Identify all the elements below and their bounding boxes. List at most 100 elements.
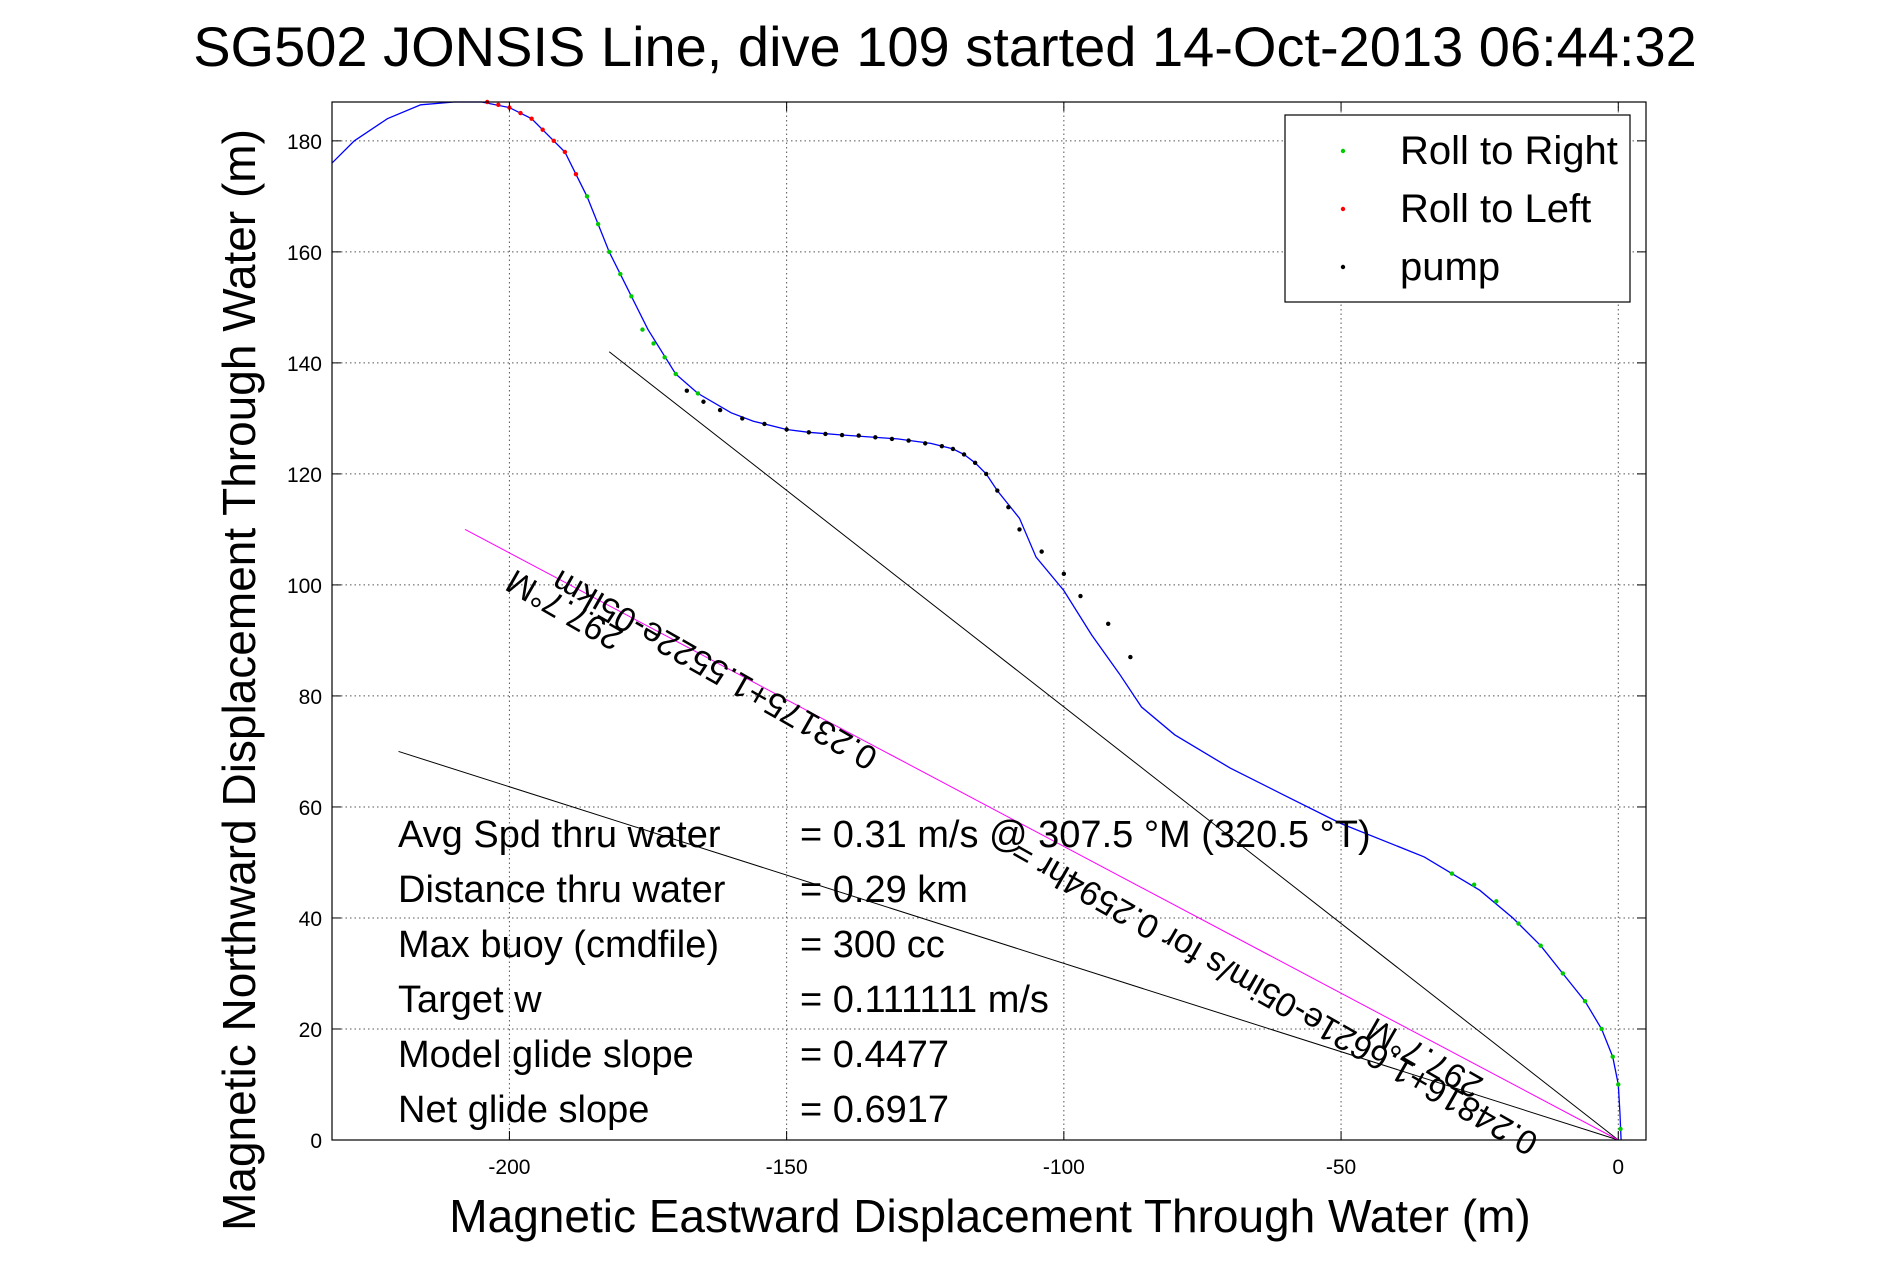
legend-marker-roll-left bbox=[1340, 206, 1346, 212]
pump-point bbox=[1106, 621, 1111, 626]
pump-point bbox=[961, 452, 967, 457]
roll-right-point bbox=[1494, 899, 1499, 904]
track-line bbox=[331, 101, 1622, 1141]
stat-value: = 0.4477 bbox=[800, 1034, 949, 1076]
roll-left-point bbox=[540, 127, 545, 132]
legend-label-pump: pump bbox=[1400, 245, 1500, 289]
roll-right-point bbox=[584, 194, 590, 199]
y-tick-label: 20 bbox=[299, 1019, 322, 1042]
y-tick-label: 80 bbox=[299, 686, 322, 709]
pump-point bbox=[939, 443, 945, 449]
y-tick-label: 100 bbox=[287, 575, 322, 598]
pump-point bbox=[839, 432, 845, 438]
pump-point bbox=[762, 421, 767, 427]
roll-right-point bbox=[1618, 1126, 1623, 1132]
pump-point bbox=[856, 433, 861, 438]
roll-right-point bbox=[1582, 999, 1588, 1004]
pump-point bbox=[1078, 593, 1083, 599]
y-tick-label: 0 bbox=[310, 1130, 322, 1153]
stat-value: = 0.29 km bbox=[800, 869, 968, 911]
pump-point bbox=[923, 441, 928, 446]
pump-point bbox=[950, 446, 956, 452]
pump-point bbox=[972, 460, 978, 466]
pump-point bbox=[889, 436, 895, 442]
roll-right-point bbox=[607, 249, 612, 255]
x-tick-label: -200 bbox=[488, 1156, 530, 1179]
pump-point bbox=[1017, 527, 1022, 532]
plot-frame bbox=[331, 101, 1647, 1141]
stat-label: Max buoy (cmdfile) bbox=[398, 924, 719, 966]
roll-left-point bbox=[573, 171, 579, 177]
reference-line bbox=[464, 528, 1619, 1141]
roll-right-point bbox=[1560, 971, 1566, 976]
roll-right-point bbox=[1599, 1026, 1604, 1032]
x-tick-label: -150 bbox=[766, 1156, 808, 1179]
stat-label: Avg Spd thru water bbox=[398, 814, 721, 856]
roll-right-point bbox=[662, 355, 667, 360]
stat-value: = 0.6917 bbox=[800, 1089, 949, 1131]
y-tick-label: 60 bbox=[299, 797, 322, 820]
x-tick-label: 0 bbox=[1612, 1156, 1624, 1179]
legend-label-roll-right: Roll to Right bbox=[1400, 129, 1618, 173]
roll-right-point bbox=[640, 327, 645, 332]
reference-line bbox=[608, 351, 1619, 1141]
legend-label-roll-left: Roll to Left bbox=[1400, 187, 1591, 231]
track-layer bbox=[331, 101, 1622, 1141]
roll-left-point bbox=[529, 116, 534, 121]
y-axis-label: Magnetic Northward Displacement Through … bbox=[213, 129, 265, 1231]
roll-left-point bbox=[562, 149, 568, 155]
roll-right-point bbox=[595, 221, 601, 227]
roll-right-point bbox=[673, 371, 678, 377]
pump-point bbox=[1061, 571, 1067, 577]
roll-right-point bbox=[1471, 882, 1477, 887]
roll-right-point bbox=[1610, 1054, 1615, 1059]
roll-left-point bbox=[551, 138, 556, 144]
marker-layer bbox=[485, 99, 1623, 1132]
pump-point bbox=[995, 488, 1000, 493]
pump-point bbox=[806, 430, 812, 435]
pump-point bbox=[717, 407, 723, 413]
y-tick-label: 160 bbox=[287, 242, 322, 265]
pump-point bbox=[1128, 654, 1133, 660]
pump-point bbox=[784, 427, 789, 432]
roll-right-point bbox=[1538, 943, 1543, 948]
roll-right-point bbox=[618, 271, 623, 277]
tick-marks bbox=[332, 102, 1646, 1141]
y-tick-label: 180 bbox=[287, 131, 322, 154]
dive-statistics: Avg Spd thru water = 0.31 m/s @ 307.5 °M … bbox=[398, 814, 1371, 1131]
legend-marker-roll-right bbox=[1340, 148, 1346, 154]
pump-point bbox=[1006, 505, 1011, 510]
stat-value: = 300 cc bbox=[800, 924, 945, 966]
pump-point bbox=[823, 431, 828, 437]
pump-point bbox=[873, 435, 878, 440]
roll-right-point bbox=[629, 294, 634, 299]
stat-value: = 0.31 m/s @ 307.5 °M (320.5 °T) bbox=[800, 814, 1371, 856]
roll-right-point bbox=[651, 341, 656, 346]
reference-lines bbox=[398, 351, 1619, 1141]
x-axis-label: Magnetic Eastward Displacement Through W… bbox=[449, 1190, 1530, 1242]
legend-marker-pump bbox=[1340, 264, 1346, 270]
roll-left-point bbox=[496, 102, 501, 107]
stat-label: Target w bbox=[398, 979, 542, 1021]
pump-point bbox=[701, 399, 706, 404]
pump-point bbox=[740, 416, 745, 421]
tick-labels: -200 -150 -100 -50 0 0 20 40 60 80 100 120 140 160 180 bbox=[287, 131, 1624, 1179]
roll-right-point bbox=[695, 391, 701, 396]
pump-point bbox=[684, 388, 690, 393]
roll-right-point bbox=[1516, 921, 1521, 926]
pump-point bbox=[906, 438, 911, 443]
y-tick-label: 140 bbox=[287, 353, 322, 376]
pump-point bbox=[1039, 549, 1044, 554]
y-tick-label: 120 bbox=[287, 464, 322, 487]
stat-label: Model glide slope bbox=[398, 1034, 694, 1076]
stat-value: = 0.111111 m/s bbox=[800, 979, 1049, 1021]
x-tick-label: -50 bbox=[1326, 1156, 1356, 1179]
roll-left-point bbox=[518, 110, 523, 116]
reference-line bbox=[398, 750, 1619, 1141]
y-tick-label: 40 bbox=[299, 908, 322, 931]
pump-point bbox=[984, 471, 989, 477]
chart-title: SG502 JONSIS Line, dive 109 started 14-O… bbox=[193, 15, 1697, 78]
stat-label: Net glide slope bbox=[398, 1089, 649, 1131]
x-tick-label: -100 bbox=[1043, 1156, 1085, 1179]
